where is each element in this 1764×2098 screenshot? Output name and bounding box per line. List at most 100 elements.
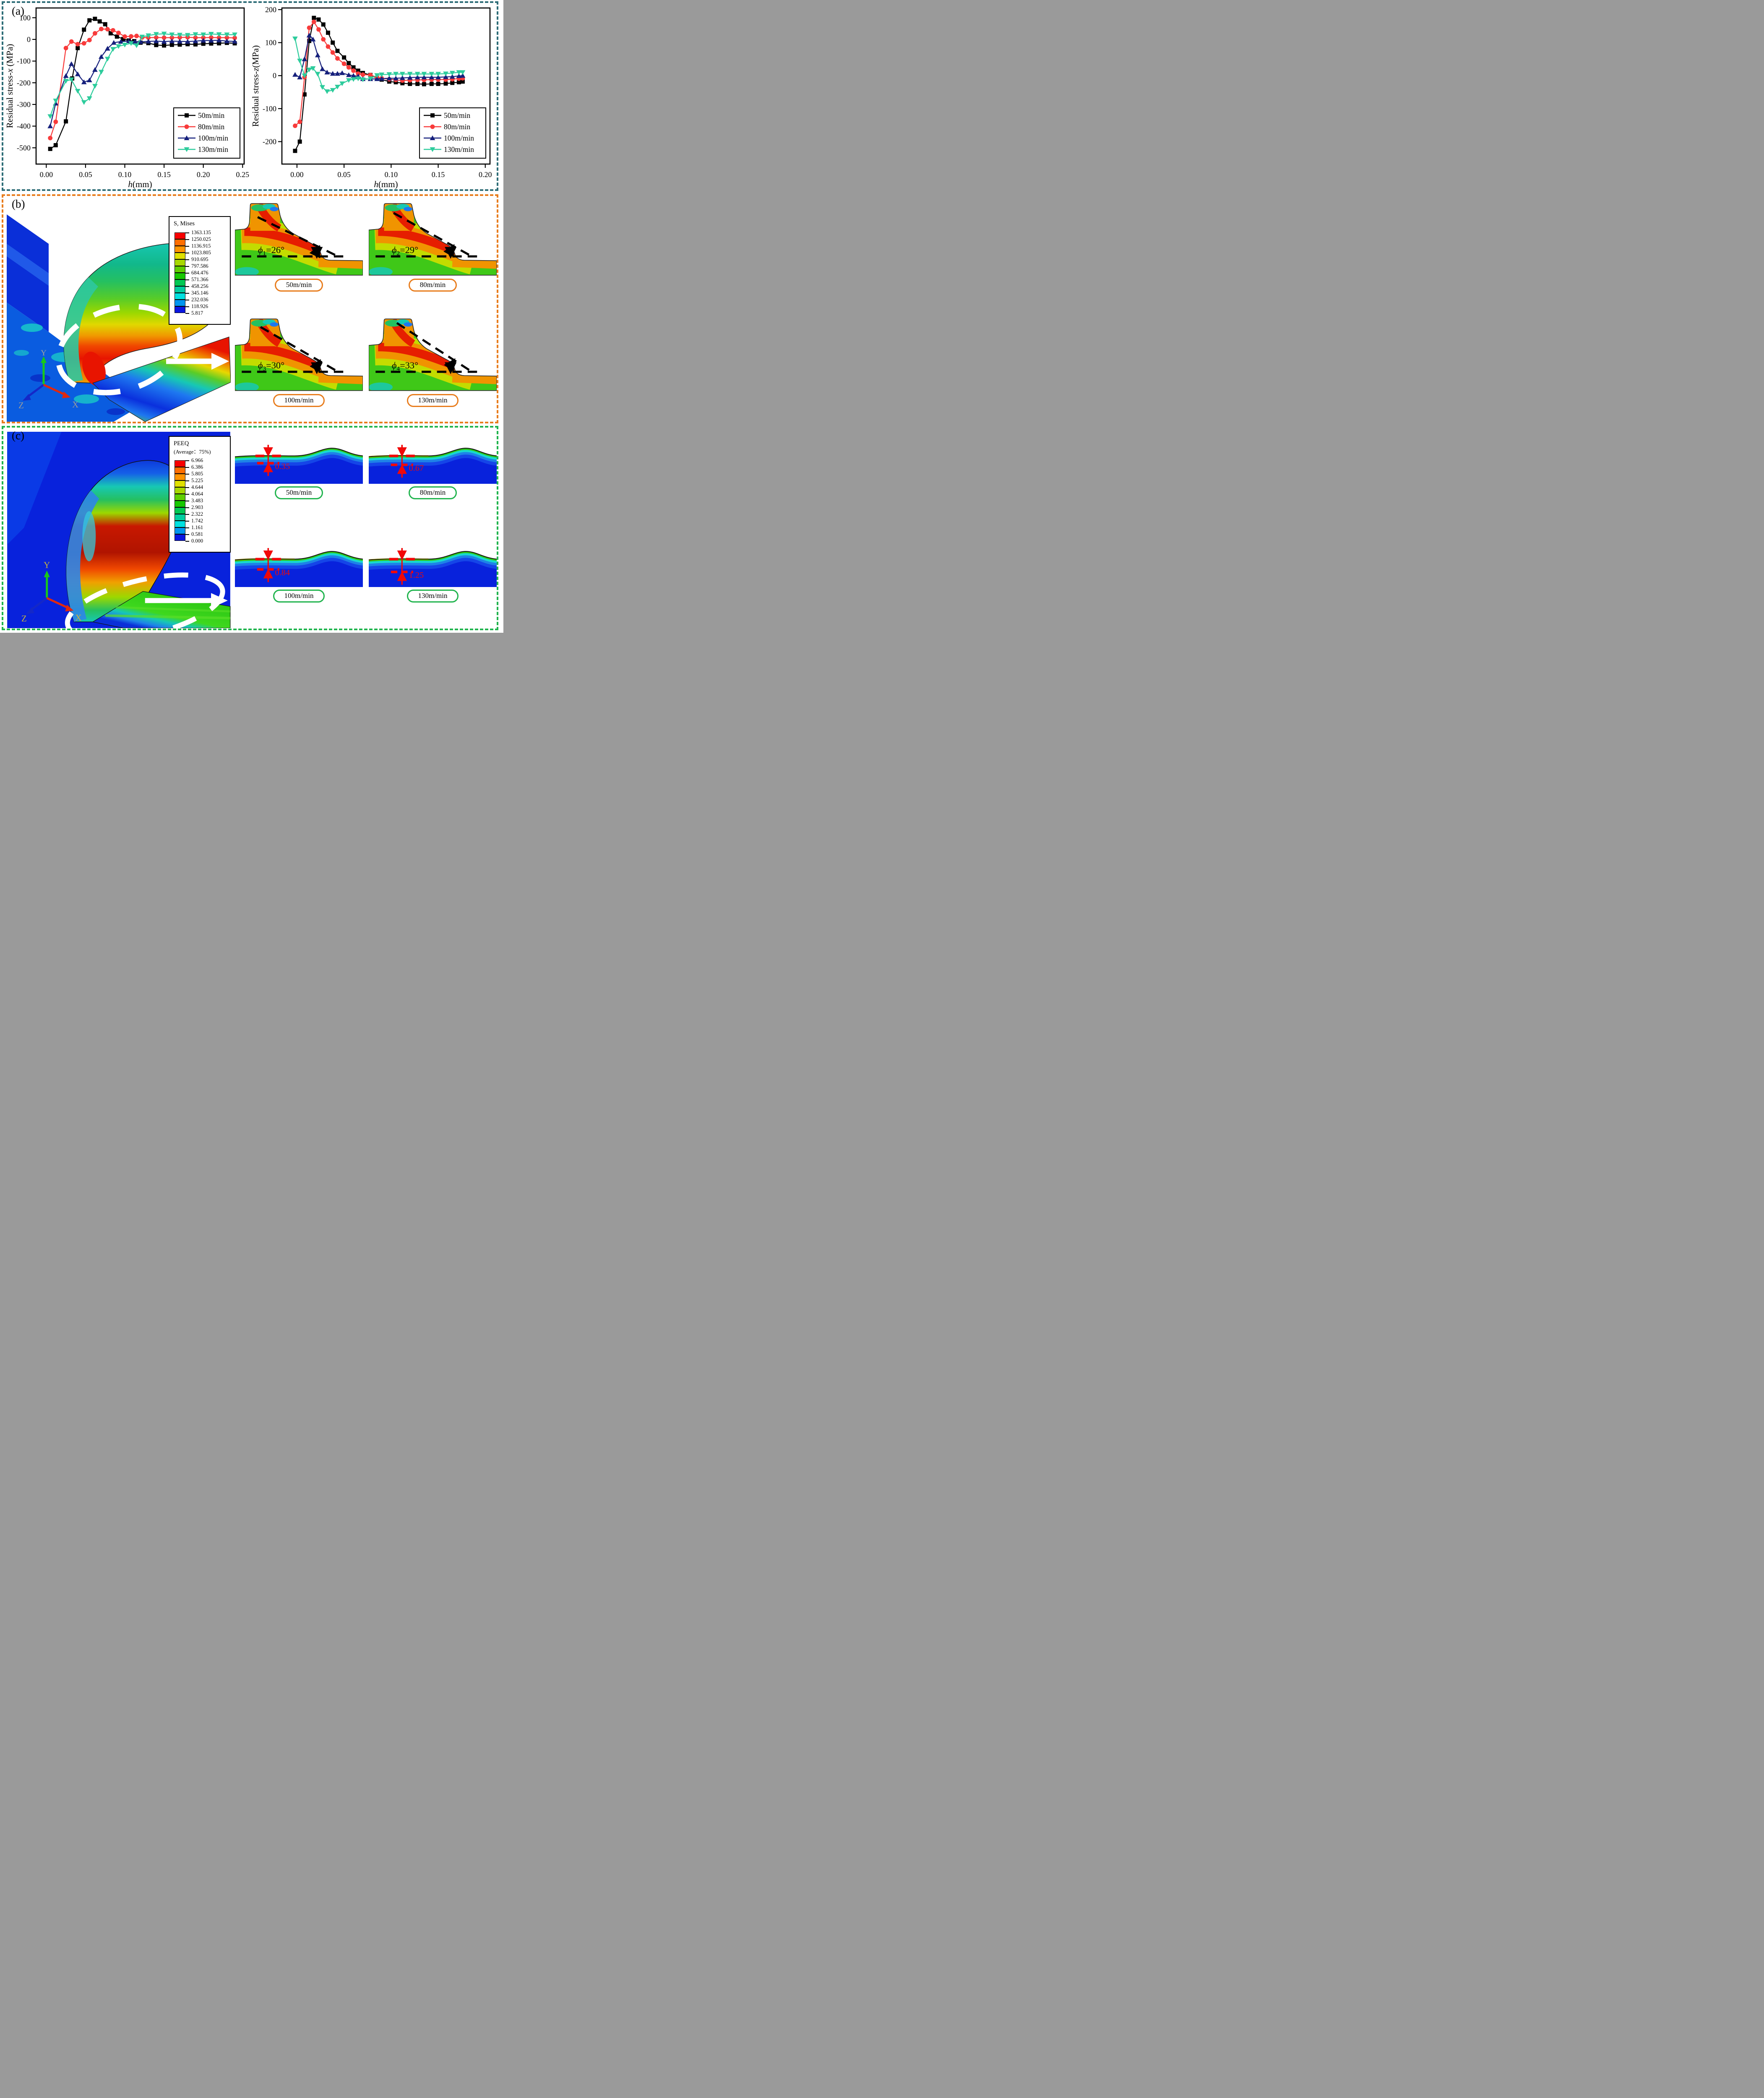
panel-b-mises: (b) (2, 194, 498, 423)
axis-y-label: Y (44, 560, 50, 570)
scale-swatch (175, 293, 185, 300)
peeq-depth-contour: 1.25 (369, 548, 497, 587)
speed-label: 130m/min (406, 394, 459, 407)
x-tick-label: 0.05 (79, 170, 92, 179)
scale-swatch (175, 232, 185, 239)
legend-entry: 80m/min (198, 123, 224, 131)
charts-row: 0.00 0.05 0.10 0.15 0.20 0.25 100 0 -100 -200 -300… (4, 3, 496, 190)
scale-value: 910.695 (191, 256, 208, 262)
y-axis-title: Residual stress-x (MPa) (5, 44, 15, 128)
scale-swatch (175, 460, 185, 467)
mises-legend: S, Mises 1363.135 1250.025 1136.915 1023.80… (169, 216, 231, 325)
scale-swatch (175, 494, 185, 501)
legend-entry: 50m/min (198, 111, 224, 120)
scale-value: 3.483 (191, 498, 203, 504)
mises-color-scale: 1363.135 1250.025 1136.915 1023.805 910.695 7… (175, 230, 228, 320)
scale-swatch (175, 527, 185, 534)
machined-surface (92, 337, 231, 422)
x-tick-label: 0.00 (290, 170, 304, 179)
shear-angle-label: ϕ2=29° (392, 245, 418, 257)
machined-zone-ellipse (65, 572, 225, 628)
shear-angle-contour: ϕ2=29° (369, 203, 497, 276)
panel-b-label: (b) (12, 198, 25, 210)
shear-angle-contour: ϕ3=30° (235, 318, 363, 391)
peeq-case-card: 0.84 100m/min (235, 546, 363, 627)
scale-value: 232.036 (191, 297, 208, 303)
scale-value: 571.366 (191, 277, 208, 282)
shear-angle-contour: ϕ4=33° (369, 318, 497, 391)
series-line-130m/min (50, 33, 235, 117)
peeq-case-card: 1.25 130m/min (369, 546, 497, 627)
angle-arc-arrow (443, 244, 457, 259)
y-tick-label: -100 (17, 57, 31, 65)
x-tick-label: 0.10 (118, 170, 132, 179)
scale-swatch (175, 534, 185, 541)
scale-value: 1136.915 (191, 243, 211, 249)
mises-case-card: ϕ4=33° 130m/min (369, 318, 497, 422)
speed-label: 100m/min (273, 589, 325, 603)
legend-entry: 130m/min (444, 145, 474, 154)
x-tick-label: 0.00 (40, 170, 53, 179)
scale-swatch (175, 273, 185, 279)
angle-arc-arrow (309, 245, 323, 259)
x-axis-title: h(mm) (374, 179, 398, 189)
peeq-case-card: 0.67 80m/min (369, 443, 497, 524)
legend-entry: 50m/min (444, 111, 470, 120)
panel-a-label: (a) (12, 5, 24, 17)
x-tick-label: 0.25 (236, 170, 250, 179)
scale-swatch (175, 521, 185, 527)
peeq-color-scale: 6.966 6.386 5.805 5.225 4.644 4.064 3.483 2.903… (175, 457, 228, 548)
scale-value: 4.064 (191, 491, 203, 497)
y-tick-label: -400 (17, 122, 31, 130)
y-tick-label: 100 (19, 13, 31, 22)
y-tick-label: 0 (27, 35, 31, 44)
axis-triad: Y Z X (21, 560, 82, 624)
speed-label: 80m/min (408, 278, 457, 292)
y-tick-label: 100 (265, 39, 276, 47)
cutting-zone-ellipse (55, 303, 183, 396)
y-tick-label: 200 (265, 5, 276, 14)
x-tick-label: 0.15 (157, 170, 171, 179)
scale-swatch (175, 467, 185, 474)
scale-value: 1363.135 (191, 230, 211, 235)
scale-swatch (175, 474, 185, 480)
scale-value: 5.817 (191, 310, 203, 316)
scale-value: 4.644 (191, 484, 203, 490)
shear-angle-contour: ϕ1=26° (235, 203, 363, 276)
scale-value: 1.161 (191, 524, 203, 530)
panel-c-label: (c) (12, 429, 24, 442)
y-tick-label: 0 (273, 71, 276, 80)
workpiece-back-wall (7, 214, 49, 332)
speed-label: 80m/min (408, 486, 457, 499)
scale-swatch (175, 300, 185, 306)
y-tick-label: -500 (17, 144, 31, 152)
x-tick-label: 0.15 (432, 170, 445, 179)
scale-swatch (175, 266, 185, 273)
peeq-3d-model: Y Z X PEEQ (Average：75%) 6.966 6.386 5.805… (7, 432, 231, 628)
scale-value: 2.903 (191, 504, 203, 510)
axis-z-label: Z (18, 400, 24, 410)
scale-swatch (175, 239, 185, 246)
scale-swatch (175, 501, 185, 507)
peeq-case-card: 0.35 50m/min (235, 443, 363, 524)
scale-swatch (175, 514, 185, 521)
residual-stress-x-chart: 0.00 0.05 0.10 0.15 0.20 0.25 100 0 -100 -200 -300… (5, 7, 250, 189)
deformation-depth-value: 0.67 (409, 464, 424, 473)
mises-case-card: ϕ3=30° 100m/min (235, 318, 363, 422)
scale-value: 458.256 (191, 283, 208, 289)
deformation-depth-value: 0.84 (275, 568, 290, 577)
scale-value: 6.386 (191, 464, 203, 470)
scale-swatch (175, 507, 185, 514)
axis-x-label: X (75, 613, 81, 623)
x-tick-label: 0.05 (337, 170, 351, 179)
scale-value: 0.581 (191, 531, 203, 537)
legend-entry: 80m/min (444, 123, 470, 131)
axis-y-label: Y (41, 349, 47, 357)
scale-swatch (175, 480, 185, 487)
speed-label: 130m/min (406, 589, 459, 603)
axis-z-label: Z (21, 613, 27, 624)
residual-stress-z-chart: 0.00 0.05 0.10 0.15 0.20 200 100 0 -100 -200 h(mm)… (250, 5, 492, 189)
series-line-50m/min (50, 18, 235, 149)
scale-swatch (175, 253, 185, 259)
mises-3d-model: Y Z X S, Mises 1363.135 1250.025 1136.915 1… (7, 202, 231, 422)
